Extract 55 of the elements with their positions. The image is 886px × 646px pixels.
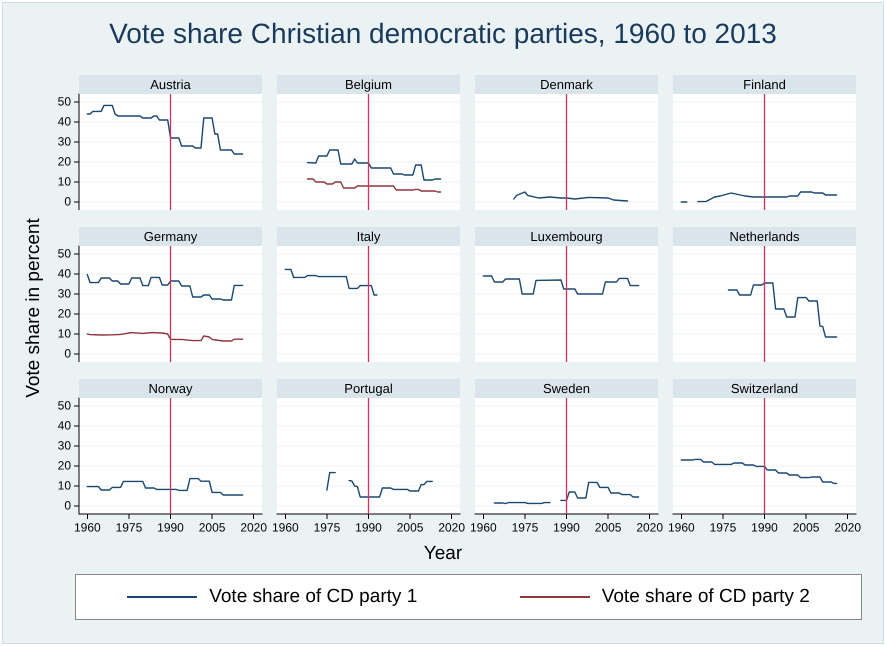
y-tick-label: 10 [58, 326, 72, 340]
x-tick-label: 1990 [157, 520, 184, 535]
x-tick-label: 2020 [636, 520, 664, 535]
y-tick-label: 10 [58, 174, 72, 188]
y-tick-label: 20 [58, 306, 72, 320]
x-tick-label: 2020 [438, 520, 466, 535]
x-tick-label: 1960 [74, 520, 101, 535]
y-tick-label: 30 [58, 438, 72, 452]
y-tick-label: 10 [58, 478, 72, 492]
chart-title: Norway [79, 379, 262, 398]
y-tick-label: 0 [64, 346, 72, 360]
x-tick-label: 2020 [240, 520, 268, 535]
chart-title: Luxembourg [475, 227, 658, 246]
y-tick-label: 30 [58, 134, 72, 148]
x-tick-label: 2020 [834, 520, 862, 535]
chart-title: Germany [79, 227, 262, 246]
x-tick-label: 2005 [594, 520, 622, 535]
y-tick-label: 0 [64, 498, 72, 512]
chart-title: Belgium [277, 75, 460, 94]
chart-title: Italy [277, 227, 460, 246]
chart-title: Austria [79, 75, 262, 94]
x-tick-label: 1960 [470, 520, 497, 535]
x-tick-label: 1975 [116, 520, 143, 535]
x-tick-label: 1975 [710, 520, 737, 535]
y-tick-label: 20 [58, 458, 72, 472]
y-tick-label: 40 [58, 266, 72, 280]
y-tick-label: 40 [58, 418, 72, 432]
x-tick-label: 1960 [272, 520, 299, 535]
x-tick-label: 2005 [198, 520, 226, 535]
y-tick-label: 20 [58, 154, 72, 168]
x-tick-label: 1990 [553, 520, 580, 535]
chart-title: Sweden [475, 379, 658, 398]
x-tick-label: 1960 [668, 520, 695, 535]
chart-title: Denmark [475, 75, 658, 94]
x-tick-label: 1990 [355, 520, 382, 535]
y-tick-label: 0 [64, 194, 72, 208]
chart-title: Switzerland [673, 379, 856, 398]
x-tick-label: 1975 [512, 520, 539, 535]
text: Vote share Christian democratic parties, 1960 to 2013 [108, 18, 778, 50]
chart-title: Netherlands [673, 227, 856, 246]
y-tick-label: 50 [58, 94, 72, 108]
y-tick-label: 40 [58, 114, 72, 128]
text: Vote share in percent [23, 218, 45, 398]
y-tick-label: 50 [58, 398, 72, 412]
chart-title: Finland [673, 75, 856, 94]
y-tick-label: 50 [58, 246, 72, 260]
y-tick-label: 30 [58, 286, 72, 300]
x-tick-label: 1990 [751, 520, 778, 535]
text: Year [422, 543, 464, 565]
chart-title: Portugal [277, 379, 460, 398]
x-tick-label: 1975 [314, 520, 341, 535]
legend-label: Vote share of CD party 1 [209, 586, 418, 608]
x-tick-label: 2005 [396, 520, 424, 535]
x-tick-label: 2005 [792, 520, 820, 535]
legend-label: Vote share of CD party 2 [602, 586, 810, 608]
